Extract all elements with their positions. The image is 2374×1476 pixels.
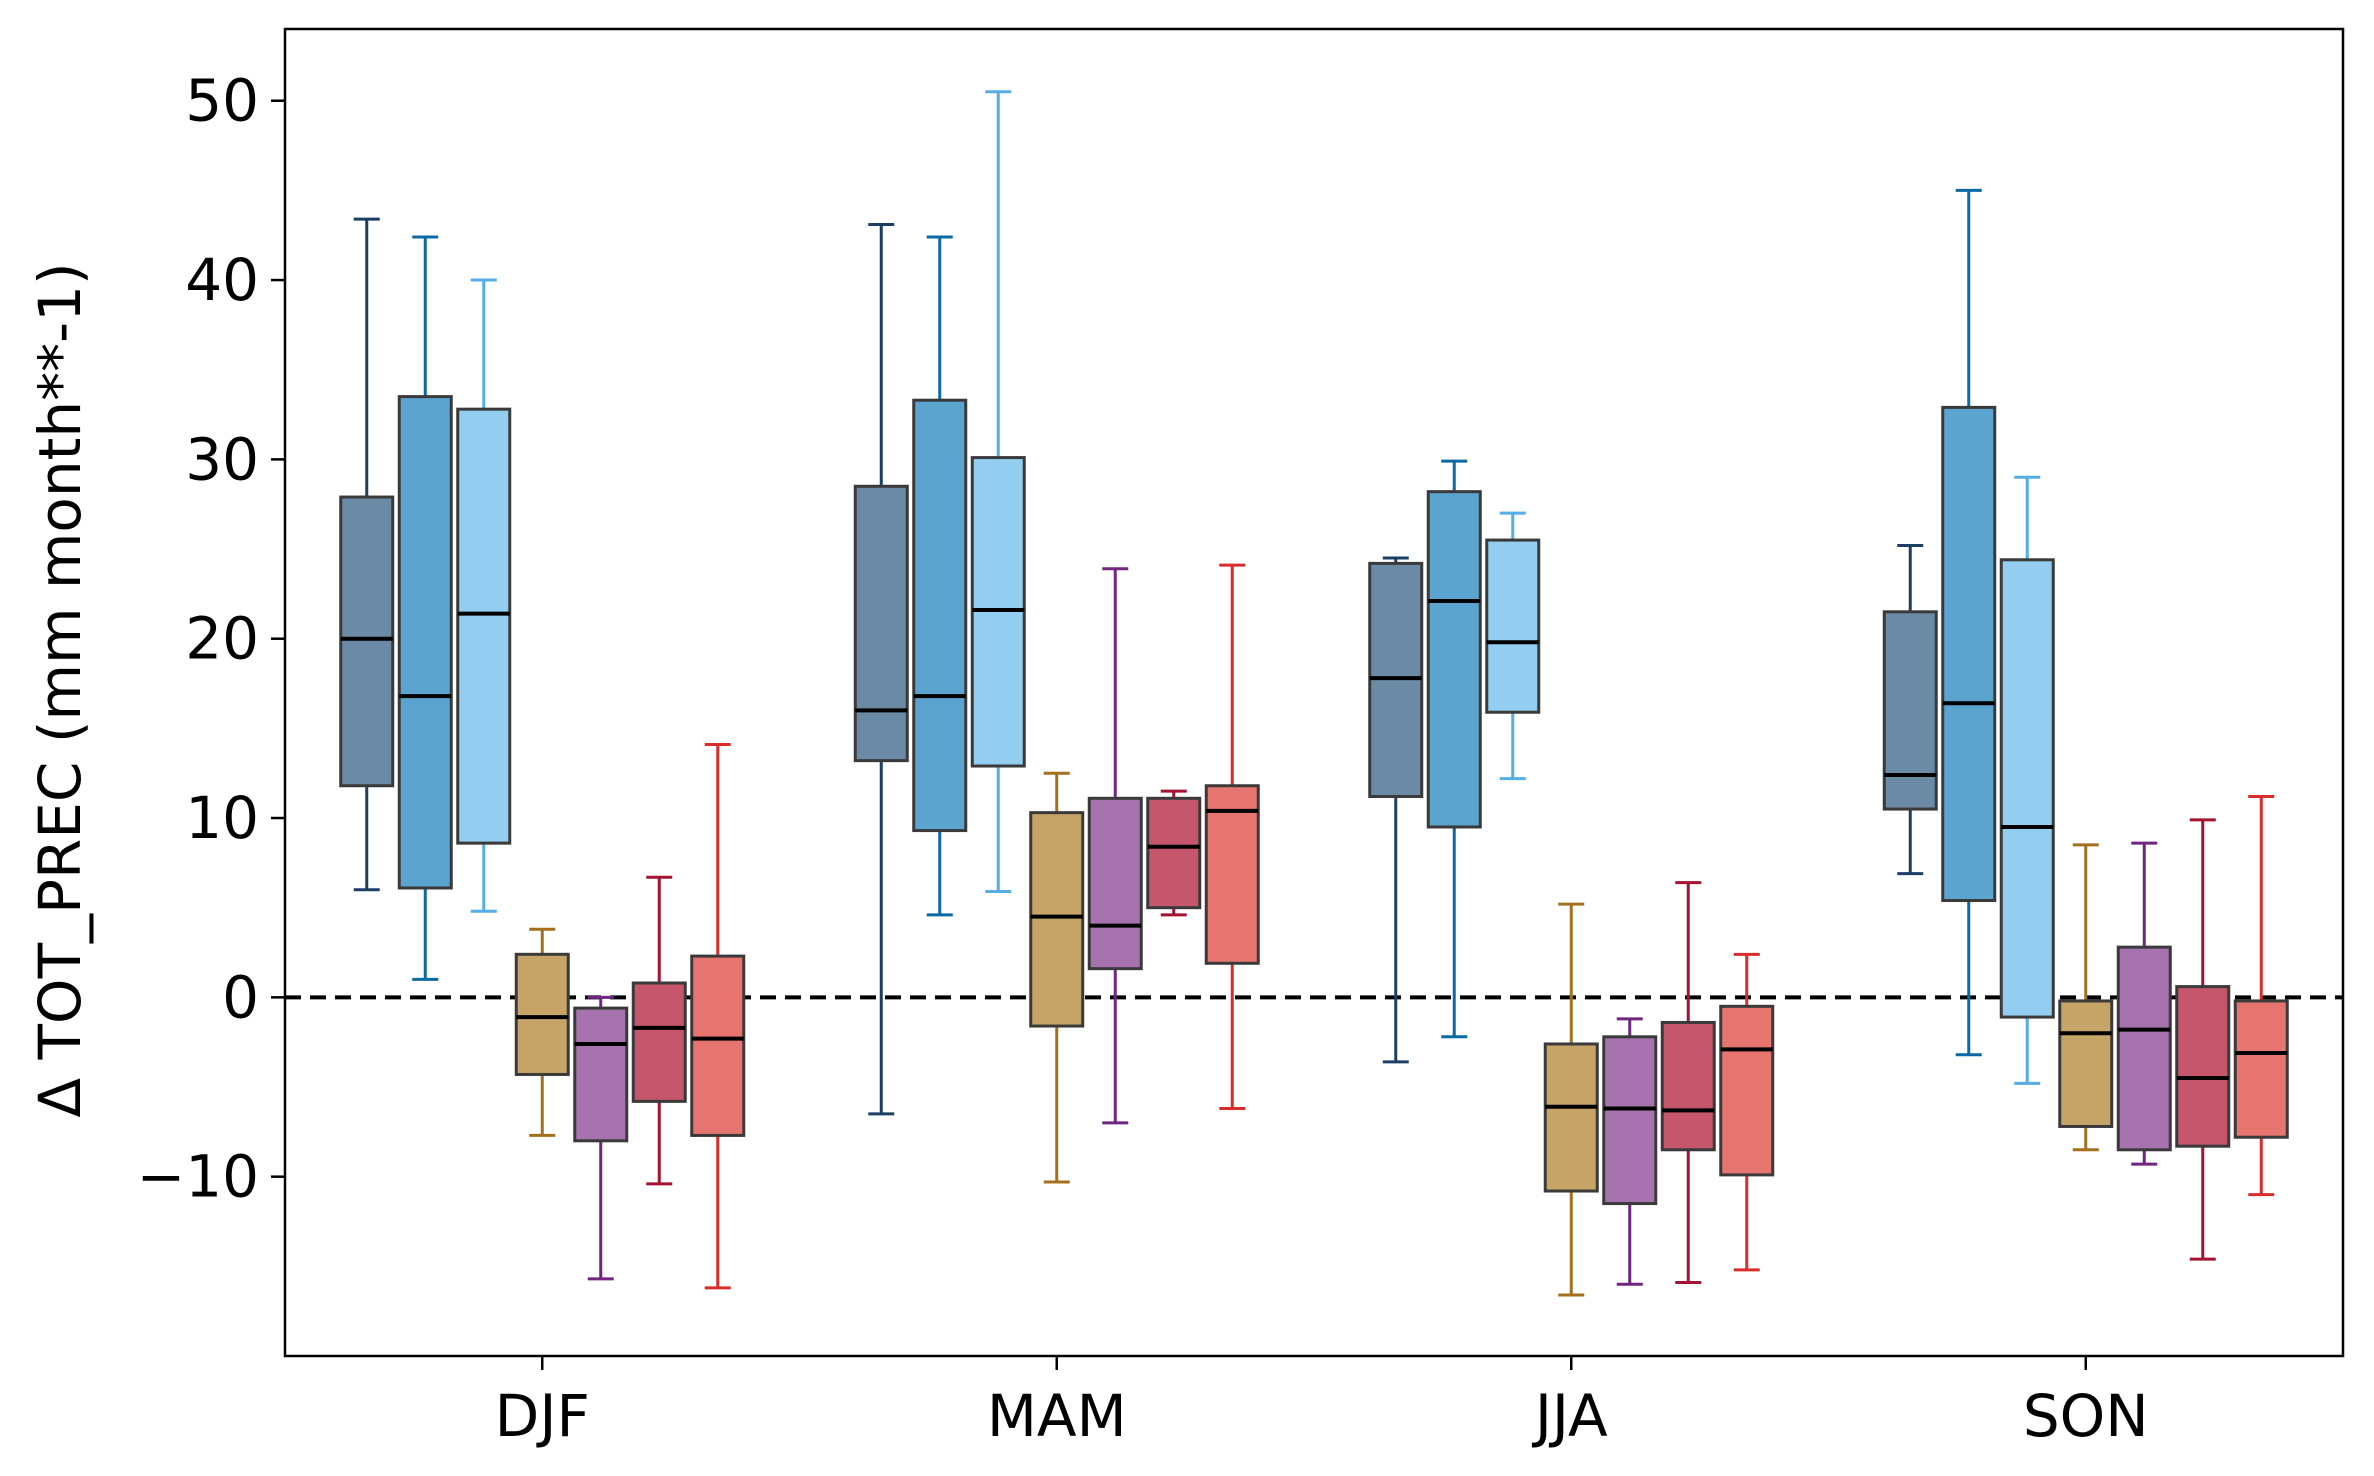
x-tick-label: DJF (495, 1382, 590, 1450)
box-body (1543, 1042, 1599, 1193)
box-body (1204, 784, 1260, 965)
box-series-6-DJF (631, 875, 687, 1186)
box-body (1426, 490, 1482, 829)
box-body (1087, 796, 1143, 971)
box-body (1146, 796, 1202, 910)
box-body (1999, 558, 2055, 1019)
box-series-4-JJA (1543, 902, 1599, 1297)
box-series-6-JJA (1660, 881, 1716, 1284)
box-body (1660, 1020, 1716, 1152)
box-series-7-SON (2233, 795, 2289, 1197)
box-series-4-DJF (514, 927, 570, 1137)
box-body (573, 1006, 629, 1143)
box-series-1-JJA (1368, 556, 1424, 1064)
box-series-5-JJA (1602, 1017, 1658, 1286)
box-series-2-SON (1941, 188, 1997, 1057)
box-body (2233, 999, 2289, 1139)
box-series-5-SON (2116, 841, 2172, 1166)
box-series-1-SON (1882, 543, 1938, 876)
box-body (1941, 405, 1997, 903)
box-body (397, 395, 453, 890)
box-body (456, 407, 512, 845)
x-tick-label: SON (2023, 1382, 2149, 1450)
y-tick-label: 30 (185, 425, 259, 493)
box-body (1882, 610, 1938, 811)
box-series-4-SON (2058, 843, 2114, 1152)
box-series-7-JJA (1719, 952, 1775, 1272)
box-body (2116, 945, 2172, 1152)
box-series-7-MAM (1204, 563, 1260, 1111)
box-body (912, 398, 968, 833)
box-series-5-DJF (573, 995, 629, 1281)
box-series-6-SON (2175, 818, 2231, 1261)
box-series-3-DJF (456, 278, 512, 913)
box-body (690, 954, 746, 1137)
box-body (2058, 999, 2114, 1128)
y-tick-label: 40 (185, 246, 259, 314)
box-body (1485, 538, 1541, 714)
box-series-2-DJF (397, 235, 453, 981)
y-tick-label: 10 (185, 784, 259, 852)
plot-area (285, 90, 2343, 1297)
y-tick-label: 50 (185, 67, 259, 135)
box-body (1719, 1004, 1775, 1177)
box-body (853, 484, 909, 763)
box-series-4-MAM (1029, 771, 1085, 1184)
box-series-2-MAM (912, 235, 968, 917)
box-series-5-MAM (1087, 567, 1143, 1125)
box-series-7-DJF (690, 743, 746, 1290)
box-series-1-DJF (339, 217, 395, 892)
box-body (631, 981, 687, 1103)
box-body (339, 495, 395, 788)
y-tick-label: −10 (137, 1143, 259, 1211)
box-series-2-JJA (1426, 459, 1482, 1039)
plot-frame (283, 27, 2345, 1358)
x-tick-label: JJA (1532, 1382, 1608, 1450)
box-series-6-MAM (1146, 789, 1202, 917)
box-body (1602, 1035, 1658, 1206)
box-series-3-MAM (970, 90, 1026, 894)
x-tick-label: MAM (987, 1382, 1127, 1450)
box-body (514, 952, 570, 1076)
axes: −10 0 10 20 30 40 50 DJF MAM JJA SON (137, 67, 2149, 1450)
y-tick-label: 0 (222, 963, 259, 1031)
y-axis-label: Δ TOT_PREC (mm month**-1) (26, 262, 94, 1117)
y-tick-label: 20 (185, 605, 259, 673)
box-series-3-SON (1999, 475, 2055, 1085)
box-body (2175, 985, 2231, 1148)
box-series-1-MAM (853, 222, 909, 1116)
box-body (1029, 811, 1085, 1028)
box-series-3-JJA (1485, 511, 1541, 781)
